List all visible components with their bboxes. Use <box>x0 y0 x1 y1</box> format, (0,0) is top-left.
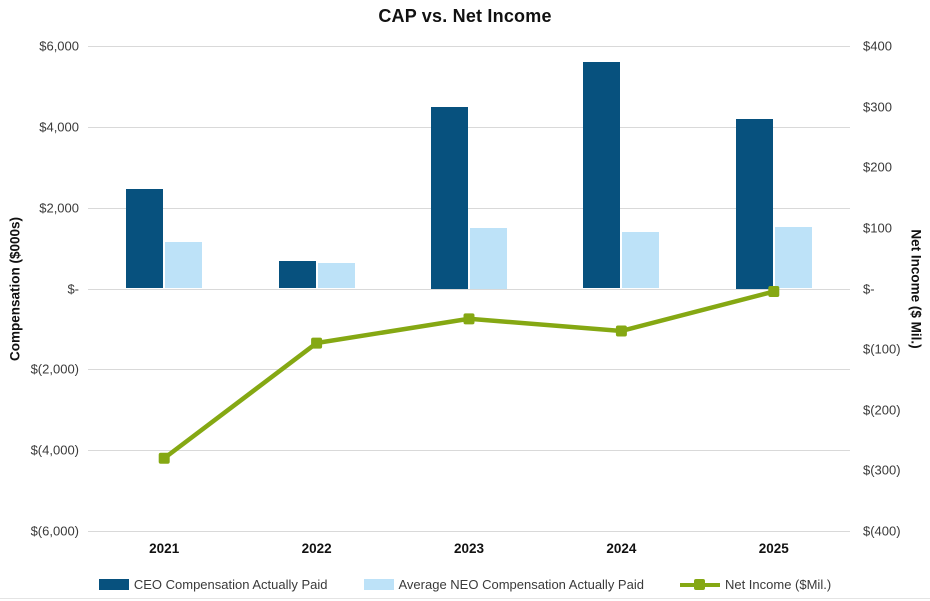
net-income-marker-2024 <box>615 325 627 337</box>
gridline <box>88 207 850 209</box>
x-axis-label-2025: 2025 <box>758 541 789 556</box>
right-axis-title: Net Income ($ Mil.) <box>908 229 924 349</box>
x-axis-label-2024: 2024 <box>606 541 637 556</box>
x-axis-label-2023: 2023 <box>453 541 485 556</box>
net-income-marker-2023 <box>463 313 475 325</box>
neo-bar-swatch-icon <box>363 579 394 590</box>
net-income-marker-2022 <box>311 337 323 349</box>
bar-neo-2025 <box>774 227 812 289</box>
net-income-line <box>158 286 780 464</box>
left-axis-tick-label: $4,000 <box>39 119 79 135</box>
gridline <box>88 531 850 532</box>
gridline <box>88 369 850 371</box>
right-axis-tick-label: $200 <box>863 159 892 175</box>
bar-neo-2021 <box>165 242 203 289</box>
left-axis-tick-label: $(4,000) <box>30 442 79 458</box>
legend-item-ceo-compensation: CEO Compensation Actually Paid <box>98 577 328 592</box>
legend-square-marker-icon <box>693 579 705 590</box>
right-axis-tick-label: $(100) <box>863 341 901 357</box>
bar-ceo-2024 <box>583 62 621 289</box>
right-axis-tick-label: $- <box>863 281 875 296</box>
x-axis-label-2021: 2021 <box>149 541 180 556</box>
bar-ceo-2021 <box>126 189 164 289</box>
bar-ceo-2022 <box>278 260 316 289</box>
bar-neo-2022 <box>317 263 355 289</box>
right-axis-tick-label: $(200) <box>863 402 901 418</box>
net-income-marker-2025 <box>768 286 780 298</box>
bar-neo-2023 <box>470 227 507 289</box>
legend-item-net-income: Net Income ($Mil.) <box>679 577 832 592</box>
legend-label-neo-compensation: Average NEO Compensation Actually Paid <box>398 577 644 592</box>
legend-label-net-income: Net Income ($Mil.) <box>724 577 832 592</box>
right-axis-tick-label: $400 <box>863 38 892 54</box>
legend: CEO Compensation Actually Paid Average N… <box>0 577 930 592</box>
left-axis-tick-label: $(6,000) <box>30 523 79 539</box>
gridline <box>88 46 850 47</box>
gridline <box>88 288 850 290</box>
right-axis-tick-label: $(400) <box>863 523 901 539</box>
x-axis-label-2022: 2022 <box>301 541 332 556</box>
right-axis-tick-label: $100 <box>863 220 892 236</box>
left-axis-tick-label: $6,000 <box>39 38 79 54</box>
left-axis-tick-label: $2,000 <box>39 200 79 216</box>
gridline <box>88 450 850 452</box>
bar-ceo-2023 <box>431 106 468 289</box>
chart-title: CAP vs. Net Income <box>378 6 552 26</box>
right-axis-tick-label: $(300) <box>863 462 901 478</box>
legend-label-ceo-compensation: CEO Compensation Actually Paid <box>133 577 328 592</box>
bottom-divider <box>0 598 930 599</box>
ceo-bar-swatch-icon <box>98 579 129 590</box>
plot-area <box>88 46 850 532</box>
right-axis-tick-label: $300 <box>863 99 892 115</box>
legend-item-neo-compensation: Average NEO Compensation Actually Paid <box>363 577 644 592</box>
net-income-marker-2021 <box>158 452 170 464</box>
left-axis-tick-label: $(2,000) <box>30 361 79 377</box>
left-axis-tick-label: $- <box>67 281 79 296</box>
bar-ceo-2025 <box>735 118 773 289</box>
bar-neo-2024 <box>622 232 660 289</box>
gridline <box>88 126 850 128</box>
net-income-line-swatch-icon <box>679 579 720 590</box>
